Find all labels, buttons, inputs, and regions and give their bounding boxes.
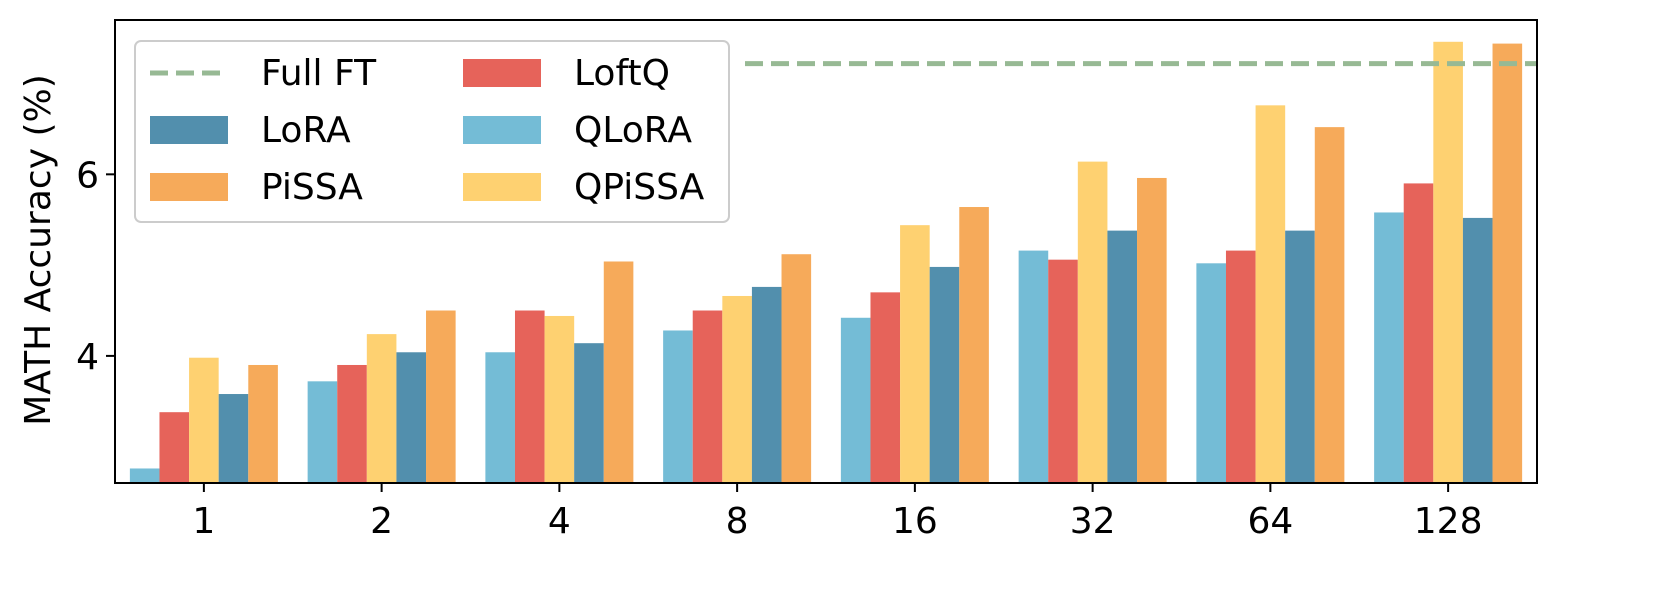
bar-qpissa-4 <box>544 315 575 483</box>
x-tick-label-64: 64 <box>1247 501 1293 542</box>
bars-layer <box>129 41 1523 484</box>
bar-qpissa-128 <box>1433 41 1463 483</box>
y-tick-label-6: 6 <box>76 155 99 196</box>
legend-frame <box>134 40 730 223</box>
bar-loftq-64 <box>1225 250 1256 483</box>
y-tick-label-4: 4 <box>76 337 99 378</box>
legend-label-qpissa: QPiSSA <box>574 167 705 208</box>
bar-pissa-8 <box>781 254 812 483</box>
bar-qpissa-2 <box>366 334 397 483</box>
bar-qlora-4 <box>485 352 515 483</box>
bar-pissa-128 <box>1492 43 1523 483</box>
x-tick-label-32: 32 <box>1070 501 1116 542</box>
legend-swatch-lora <box>150 116 228 144</box>
bar-qlora-16 <box>840 317 871 483</box>
bar-qpissa-64 <box>1255 105 1286 483</box>
bar-qpissa-16 <box>900 225 930 484</box>
x-tick-label-128: 128 <box>1414 501 1483 542</box>
x-tick-label-2: 2 <box>370 501 393 542</box>
bar-pissa-1 <box>248 364 278 483</box>
bar-qlora-32 <box>1018 250 1049 483</box>
bar-qlora-8 <box>663 330 693 483</box>
x-tick-label-16: 16 <box>892 501 938 542</box>
bar-pissa-64 <box>1314 127 1345 483</box>
x-tick-label-8: 8 <box>726 501 749 542</box>
bar-loftq-128 <box>1403 183 1434 483</box>
bar-pissa-16 <box>959 207 989 483</box>
bar-qlora-2 <box>307 381 338 483</box>
bar-pissa-2 <box>426 310 456 483</box>
bar-lora-2 <box>396 352 427 483</box>
bar-qlora-1 <box>129 468 160 483</box>
legend-swatch-qpissa <box>463 173 541 201</box>
y-axis-title: MATH Accuracy (%) <box>18 74 59 426</box>
legend-label-pissa: PiSSA <box>261 167 363 208</box>
bar-qlora-64 <box>1196 263 1226 483</box>
bar-loftq-32 <box>1048 259 1078 483</box>
legend-swatch-loftq <box>463 59 541 87</box>
x-tick-label-1: 1 <box>192 501 215 542</box>
bar-loftq-2 <box>337 364 367 483</box>
bar-lora-1 <box>218 394 249 483</box>
bar-lora-32 <box>1107 230 1138 483</box>
bar-lora-4 <box>574 343 604 483</box>
legend-label-loftq: LoftQ <box>574 53 670 94</box>
bar-qlora-128 <box>1374 212 1404 483</box>
axes-layer: 4 6 1 2 4 8 16 32 64 128 <box>76 19 1538 542</box>
bar-loftq-1 <box>159 412 190 483</box>
bar-loftq-8 <box>692 310 723 483</box>
legend-label-full-ft: Full FT <box>261 53 377 94</box>
legend-label-lora: LoRA <box>261 110 351 151</box>
legend-swatch-qlora <box>463 116 541 144</box>
bar-lora-128 <box>1462 217 1493 483</box>
bar-qpissa-32 <box>1077 161 1108 483</box>
bar-loftq-16 <box>870 292 901 483</box>
bar-qpissa-8 <box>722 295 752 483</box>
bar-qpissa-1 <box>189 357 219 483</box>
bar-lora-8 <box>751 286 782 483</box>
legend-swatch-pissa <box>150 173 228 201</box>
x-tick-label-4: 4 <box>548 501 571 542</box>
bar-lora-64 <box>1285 230 1315 483</box>
legend-label-qlora: QLoRA <box>574 110 692 151</box>
bar-pissa-4 <box>603 261 634 483</box>
bar-lora-16 <box>929 266 960 483</box>
bar-pissa-32 <box>1137 177 1167 483</box>
bar-loftq-4 <box>514 310 545 483</box>
plot-frame <box>114 19 1538 484</box>
legend: Full FT LoftQ LoRA QLoRA PiSSA QPiSSA <box>134 40 730 223</box>
